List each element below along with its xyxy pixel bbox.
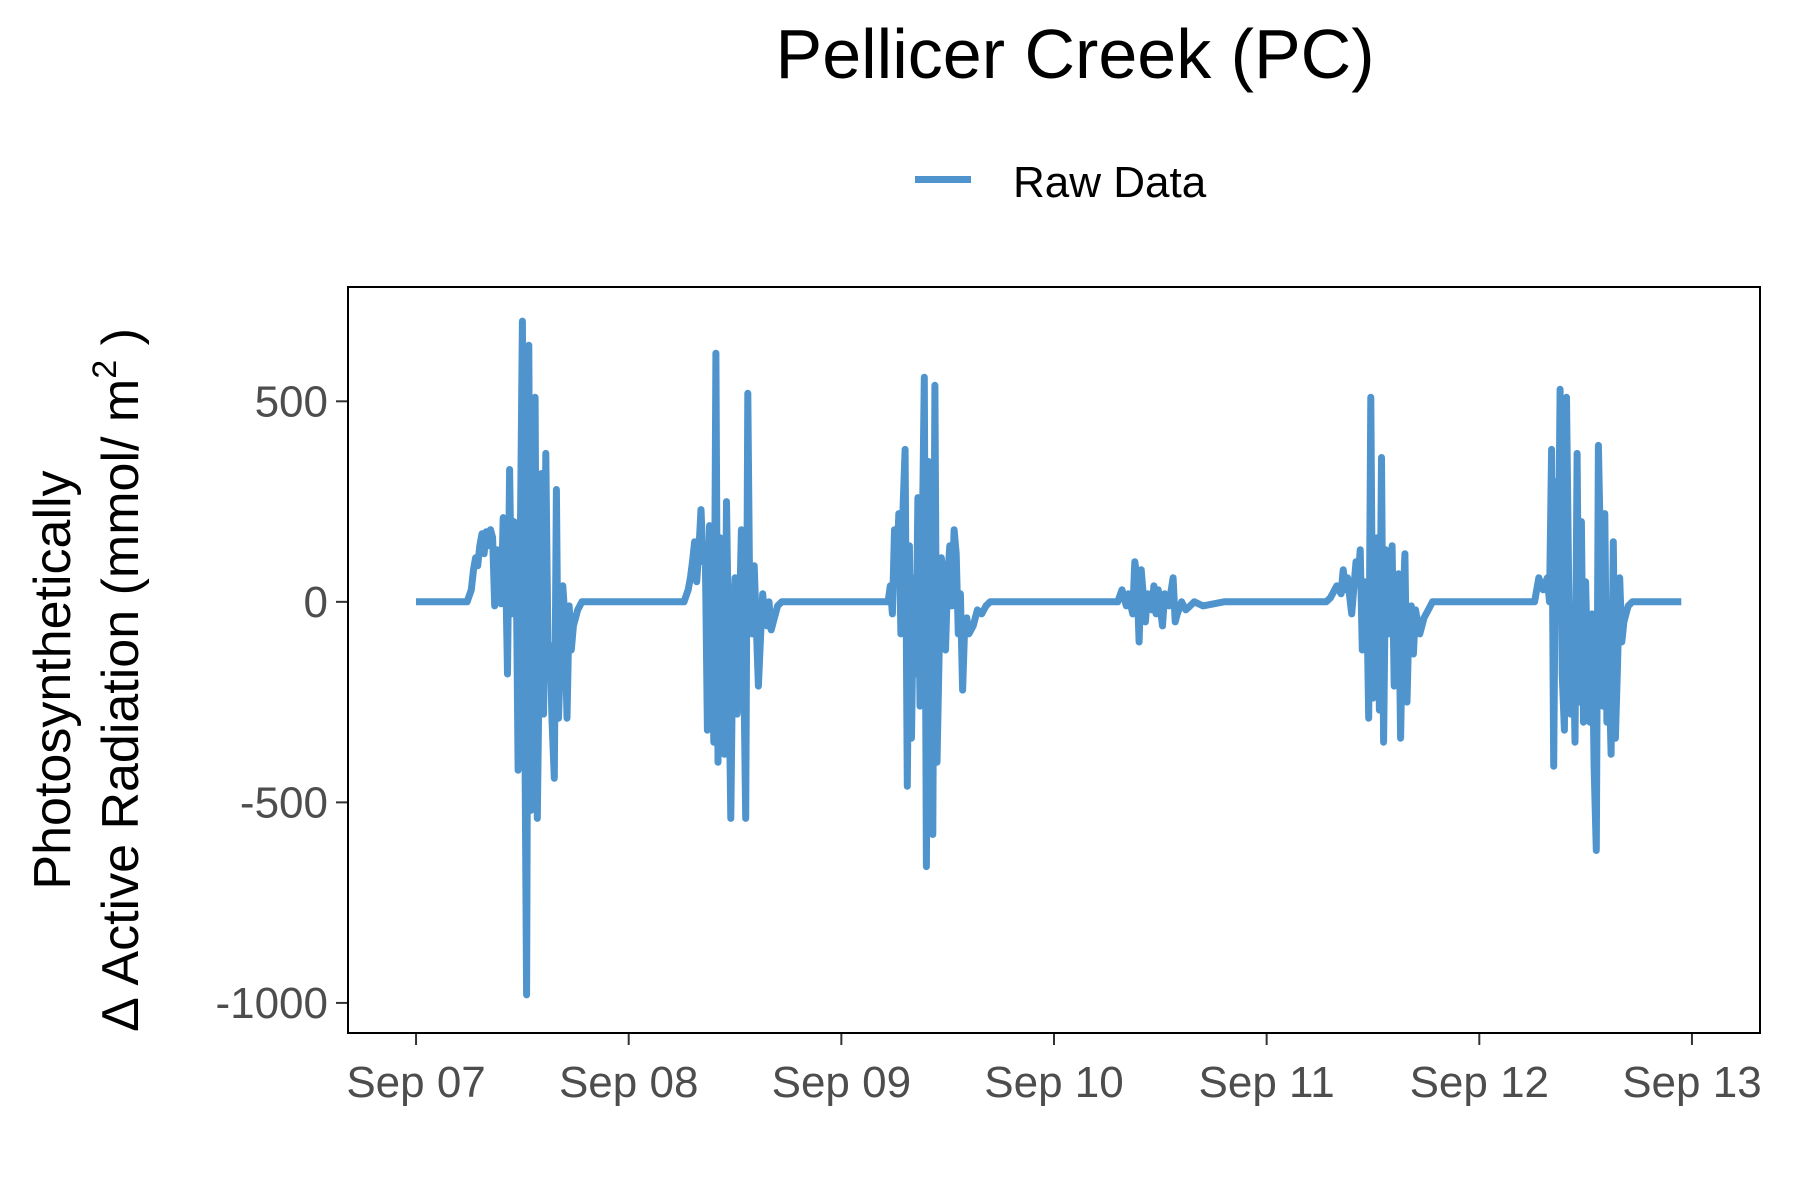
y-axis-label-line2-text: Δ Active Radiation (mmol/ m [92, 379, 150, 1032]
panel-border [347, 286, 1761, 1034]
x-axis: Sep 07 Sep 08 Sep 09 Sep 10 Sep 11 Sep 12 Sep … [346, 1033, 1762, 1107]
x-tick-label: Sep 12 [1410, 1058, 1549, 1107]
y-tick-label: -500 [240, 778, 328, 827]
x-tick-label: Sep 07 [346, 1058, 485, 1107]
y-tick-label: 0 [304, 578, 328, 627]
legend-label-raw-data: Raw Data [1013, 158, 1207, 207]
y-axis-label: Photosynthetically Δ Active Radiation (m… [24, 328, 150, 1032]
x-tick-label: Sep 09 [772, 1058, 911, 1107]
y-axis-label-line2-end: ) [92, 328, 150, 360]
x-tick-label: Sep 08 [559, 1058, 698, 1107]
x-tick-label: Sep 13 [1622, 1058, 1761, 1107]
y-axis-label-superscript: 2 [86, 360, 124, 379]
x-tick-label: Sep 11 [1199, 1058, 1335, 1107]
y-axis: 500 0 -500 -1000 [215, 377, 348, 1028]
y-axis-label-line2: Δ Active Radiation (mmol/ m2 ) [86, 328, 150, 1032]
y-tick-label: 500 [255, 377, 328, 426]
chart-title: Pellicer Creek (PC) [775, 15, 1375, 93]
y-axis-label-line1: Photosynthetically [24, 470, 82, 889]
y-tick-label: -1000 [215, 979, 328, 1028]
x-tick-label: Sep 10 [984, 1058, 1123, 1107]
legend-swatch-raw-data [915, 176, 971, 183]
series-line-raw-data [416, 317, 1682, 999]
